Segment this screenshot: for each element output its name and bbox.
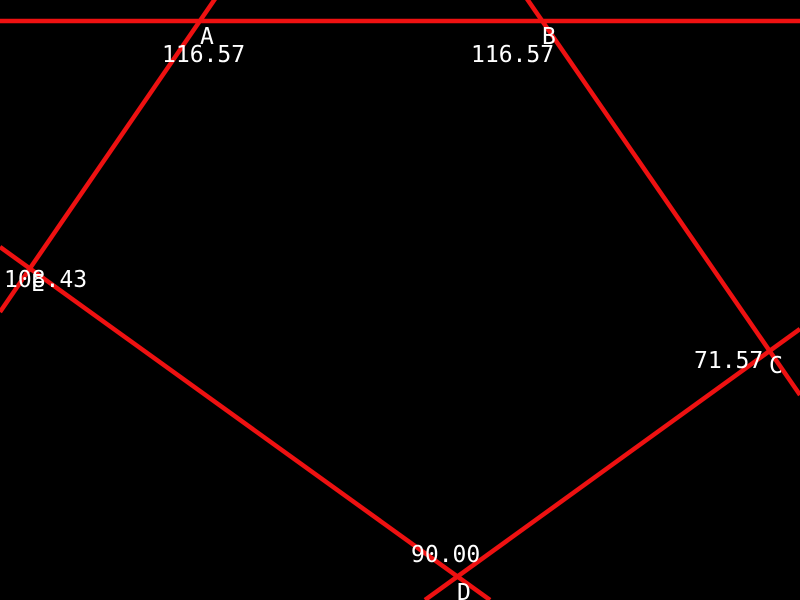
angle-label-d: 90.00 xyxy=(411,542,480,568)
vertex-label-d: D xyxy=(457,580,471,600)
vertex-label-c: C xyxy=(769,353,783,379)
vertex-label-a: A xyxy=(200,24,214,50)
angle-label-b: 116.57 xyxy=(471,42,554,68)
edge-line-de xyxy=(0,245,492,600)
edge-line-ea xyxy=(0,0,217,314)
edge-line-bc xyxy=(525,0,800,397)
vertex-label-b: B xyxy=(542,24,556,50)
edge-line-cd xyxy=(423,327,800,600)
angle-label-a: 116.57 xyxy=(162,42,245,68)
angle-label-e: 108.43 xyxy=(4,267,87,293)
vertex-label-e: E xyxy=(31,271,45,297)
angle-label-c: 71.57 xyxy=(694,348,763,374)
